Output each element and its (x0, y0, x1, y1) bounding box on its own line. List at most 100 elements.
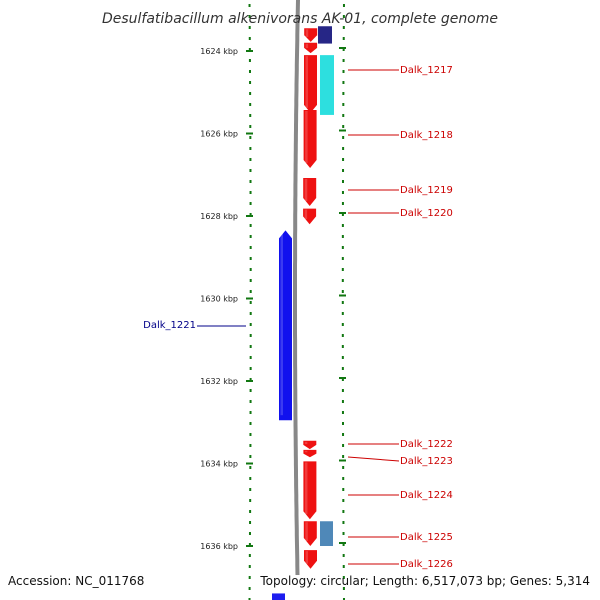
tick-dot (342, 521, 345, 524)
tick-dot (342, 499, 345, 502)
tick-dot (342, 59, 345, 62)
gene-arrow (304, 550, 317, 569)
tick-dot (249, 213, 252, 216)
tick-dot (341, 257, 344, 260)
gene-label: Dalk_1217 (400, 65, 453, 76)
tick-dot (342, 81, 345, 84)
tick-dot (249, 356, 252, 359)
tick-label: 1628 kbp (200, 212, 238, 221)
labels-layer: Dalk_1217 Dalk_1218 Dalk_1219 Dalk_1220 Dalk… (143, 65, 453, 570)
gene-arrow (303, 461, 317, 520)
tick-dot (342, 15, 345, 18)
tick-dots-right (341, 4, 345, 600)
gene-arrow (303, 440, 317, 450)
major-tick (246, 132, 253, 135)
tick-dot (341, 367, 344, 370)
tick-dot (248, 598, 251, 600)
major-tick-outer (339, 542, 346, 544)
gene-shade (304, 441, 308, 445)
tick-dot (249, 224, 252, 227)
tick-dot (342, 136, 345, 139)
major-tick (246, 545, 253, 547)
gene-arrow (303, 208, 317, 225)
tick-label: 1626 kbp (200, 130, 238, 139)
tick-dot (249, 312, 252, 315)
tick-dot (341, 378, 344, 381)
leader-line (347, 456, 400, 462)
tick-dot (248, 576, 251, 579)
gene-arrow (303, 521, 317, 546)
tick-dot (248, 543, 251, 546)
gene-shade (304, 462, 308, 515)
tick-dot (342, 444, 345, 447)
genome-summary-text: Topology: circular; Length: 6,517,073 bp… (260, 574, 590, 588)
gene-arrow (304, 55, 317, 113)
tick-dot (341, 180, 344, 183)
gene-label: Dalk_1222 (400, 439, 453, 450)
tick-dot (341, 202, 344, 205)
feature-navy (318, 26, 332, 44)
gene-label: Dalk_1221 (143, 320, 196, 331)
major-tick-outer (339, 459, 346, 462)
tick-dot (342, 147, 345, 150)
accession-text: Accession: NC_011768 (8, 574, 145, 588)
major-tick-outer (339, 47, 346, 49)
gene-arrow (304, 42, 318, 54)
tick-dot (249, 411, 252, 414)
tick-dot (341, 213, 344, 216)
tick-dot (249, 301, 252, 304)
gene-shade (280, 231, 283, 416)
tick-dot (248, 26, 251, 29)
gene-shade (305, 56, 308, 108)
tick-dot (249, 191, 252, 194)
features-layer (272, 26, 334, 600)
gene-label: Dalk_1226 (400, 559, 453, 570)
tick-dot (248, 59, 251, 62)
tick-dot (342, 92, 345, 95)
tick-dot (342, 48, 345, 51)
tick-dot (249, 433, 252, 436)
tick-dot (342, 466, 345, 469)
tick-dot (342, 37, 345, 40)
tick-dot (341, 246, 344, 249)
tick-dot (249, 202, 252, 205)
tick-dot (249, 279, 252, 282)
major-tick-outer (339, 129, 346, 132)
tick-dot (248, 15, 251, 18)
tick-dot (341, 301, 344, 304)
gene-label: Dalk_1220 (400, 208, 453, 219)
tick-dot (342, 565, 345, 568)
backbone (293, 0, 300, 576)
tick-dot (249, 510, 252, 513)
tick-dot (342, 488, 345, 491)
genes-layer (279, 28, 318, 569)
tick-dot (342, 510, 345, 513)
tick-dot (248, 37, 251, 40)
gene-shade (305, 43, 309, 49)
tick-dot (249, 92, 252, 95)
tick-dot (341, 224, 344, 227)
tick-dot (342, 70, 345, 73)
backbone-arc (293, 0, 300, 576)
feature-cyan (320, 55, 334, 115)
gene-arrow (304, 28, 318, 42)
tick-dot (341, 290, 344, 293)
gene-label: Dalk_1223 (400, 456, 453, 467)
tick-dot (342, 532, 345, 535)
tick-dot (249, 444, 252, 447)
major-tick-outer (339, 212, 346, 214)
tick-dots-left (248, 4, 252, 600)
tick-dot (249, 521, 252, 524)
tick-dot (342, 554, 345, 557)
gene-shade (304, 209, 308, 220)
tick-dot (342, 26, 345, 29)
gene-shade (305, 111, 308, 163)
tick-dot (342, 158, 345, 161)
tick-label: 1634 kbp (200, 460, 238, 469)
gene-label: Dalk_1224 (400, 490, 453, 501)
major-tick-outer (339, 294, 346, 297)
tick-label: 1636 kbp (200, 542, 238, 551)
gene-arrow (303, 449, 317, 458)
gene-shade (304, 450, 308, 453)
tick-dot (249, 455, 252, 458)
